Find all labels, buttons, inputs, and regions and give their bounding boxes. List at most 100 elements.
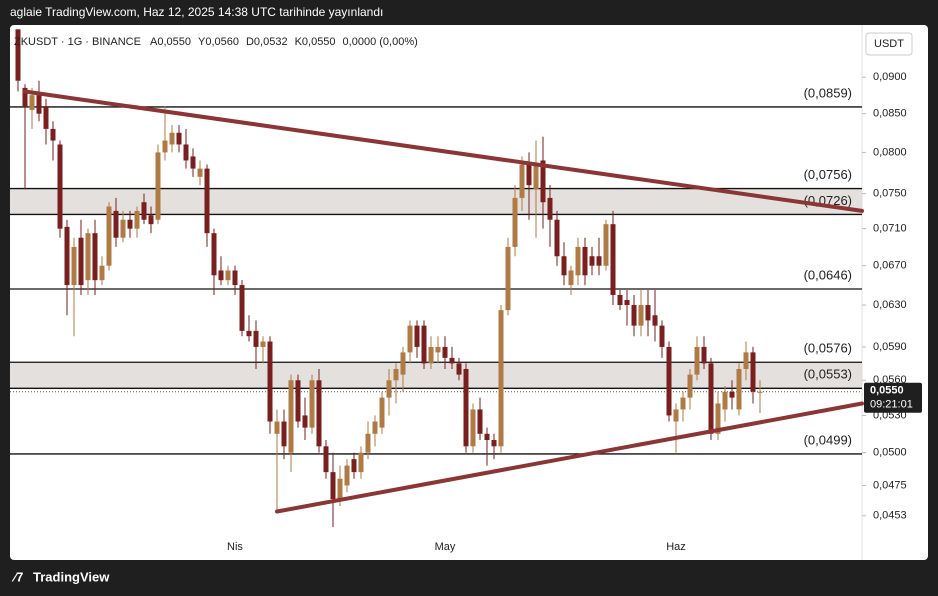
candle-body [358,452,364,473]
candle-body [190,156,196,169]
candle-body [708,363,714,434]
candle-body [540,160,546,203]
chart-panel [10,25,928,560]
x-tick-label: Nis [227,541,243,553]
candle-body [582,246,588,276]
candle-body [50,128,56,141]
candle-body [596,256,602,266]
candle-body [729,391,735,398]
candle-body [750,352,756,392]
candle-body [323,446,329,473]
candle-body [603,224,609,266]
candle-body [589,256,595,266]
level-label: (0,0553) [804,367,852,382]
candle-body [701,346,707,364]
candle-body [526,164,532,186]
last-price-box [864,382,922,413]
candle-body [484,433,490,441]
candle-body [295,380,301,422]
candle-body [148,215,154,225]
symbol: ZKUSDT · 1G · BINANCE [14,36,141,48]
candle-body [505,246,511,311]
candle-body [43,106,49,129]
candle-body [554,219,560,257]
candle-body [694,346,700,375]
y-tick-label: 0,0850 [873,108,907,120]
candle-body [400,352,406,375]
candle-body [365,433,371,453]
zone [10,362,862,389]
y-tick-label: 0,0750 [873,188,907,200]
level-label: (0,0499) [804,432,852,447]
currency-button[interactable] [865,32,913,56]
candle-body [687,374,693,398]
candle-body [498,310,504,447]
candle-body [274,421,280,434]
candle-body [491,440,497,447]
candle-body [512,197,518,247]
candle-body [463,368,469,447]
candle-body [246,330,252,337]
candle-body [337,478,343,500]
candle-body [127,219,133,229]
y-tick-label: 0,0475 [873,479,907,491]
y-tick-label: 0,0710 [873,223,907,235]
candle-body [344,465,350,486]
candle-body [631,305,637,326]
candle-body [15,29,21,81]
candle-body [134,210,140,229]
candle-body [302,415,308,428]
level-label: (0,0576) [804,341,852,356]
candle-body [106,206,112,266]
currency-label[interactable]: USDT [874,38,904,50]
candle-body [120,219,126,238]
ohlc-legend: D0,0532 [246,36,288,48]
candle-body [183,144,189,161]
candle-body [316,380,322,447]
candle-body [638,305,644,326]
candle-body [533,164,539,190]
candle-body [330,472,336,500]
candle-body [470,409,476,447]
candle-body [169,132,175,145]
candle-body [22,87,28,107]
candle-body [407,325,413,353]
candle-body [36,95,42,114]
footer-logo: ⁄7 [11,569,23,584]
candle-body [379,397,385,428]
last-price-label: 0,0550 [870,385,904,397]
y-tick-label: 0,0900 [873,71,907,83]
trendline [23,89,864,213]
candle-body [575,246,581,276]
level-label: (0,0859) [804,85,852,100]
candle-body [561,256,567,276]
x-tick-label: Haz [666,541,686,553]
candle-body [197,168,203,177]
candle-body [456,363,462,375]
candle-body [253,330,259,347]
candle-body [435,346,441,353]
candle-body [477,409,483,434]
y-tick-label: 0,0630 [873,299,907,311]
candle-body [645,305,651,321]
candle-body [421,325,427,364]
candle-body [267,341,273,422]
candle-body [442,346,448,358]
candle-body [624,299,630,306]
candle-body [218,270,224,281]
candle-body [260,341,266,347]
y-tick-label: 0,0800 [873,146,907,158]
y-tick-label: 0,0453 [873,510,907,522]
candle-body [519,164,525,198]
candle-body [722,391,728,410]
candle-body [715,403,721,434]
candle-body [71,246,77,286]
candle-body [204,168,210,234]
candle-body [225,270,231,281]
candle-body [288,380,294,453]
candle-body [428,346,434,364]
trendline [275,401,864,514]
level-label: (0,0756) [804,167,852,182]
footer-brand: TradingView [33,569,110,584]
